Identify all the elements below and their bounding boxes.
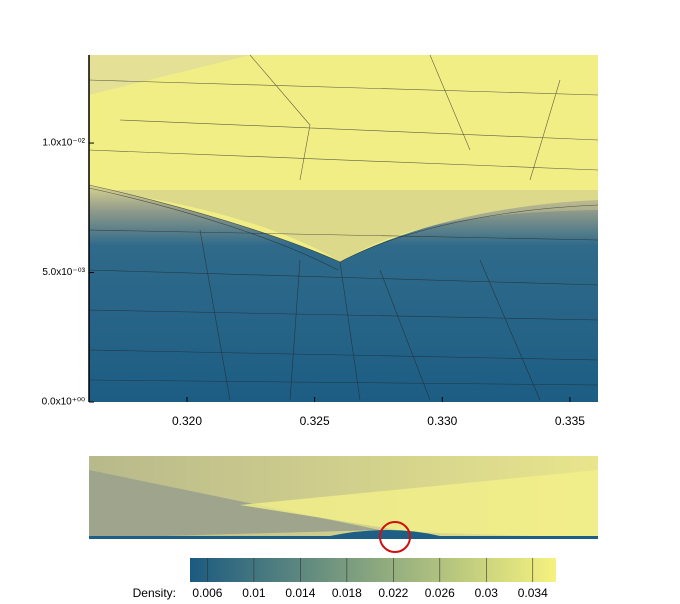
x-tick-label: 0.335 bbox=[555, 414, 585, 428]
colorbar-tick-label: 0.03 bbox=[475, 586, 499, 600]
x-tick-label: 0.325 bbox=[300, 414, 330, 428]
colorbar-tick-label: 0.022 bbox=[378, 586, 408, 600]
colorbar-tick-label: 0.01 bbox=[242, 586, 266, 600]
field bbox=[89, 55, 598, 402]
x-tick-label: 0.330 bbox=[427, 414, 457, 428]
colorbar bbox=[190, 558, 556, 582]
colorbar-tick-label: 0.006 bbox=[192, 586, 222, 600]
y-tick-label: 5.0x10⁻⁰³ bbox=[42, 267, 85, 278]
colorbar-tick-label: 0.014 bbox=[285, 586, 315, 600]
inset bbox=[89, 456, 598, 553]
y-tick-label: 1.0x10⁻⁰² bbox=[42, 138, 85, 149]
colorbar-tick-label: 0.018 bbox=[332, 586, 362, 600]
x-tick-label: 0.320 bbox=[172, 414, 202, 428]
colorbar-tick-label: 0.034 bbox=[518, 586, 548, 600]
colorbar-label: Density: bbox=[133, 586, 176, 600]
y-tick-label: 0.0x10⁺⁰⁰ bbox=[42, 397, 85, 408]
colorbar-tick-label: 0.026 bbox=[425, 586, 455, 600]
